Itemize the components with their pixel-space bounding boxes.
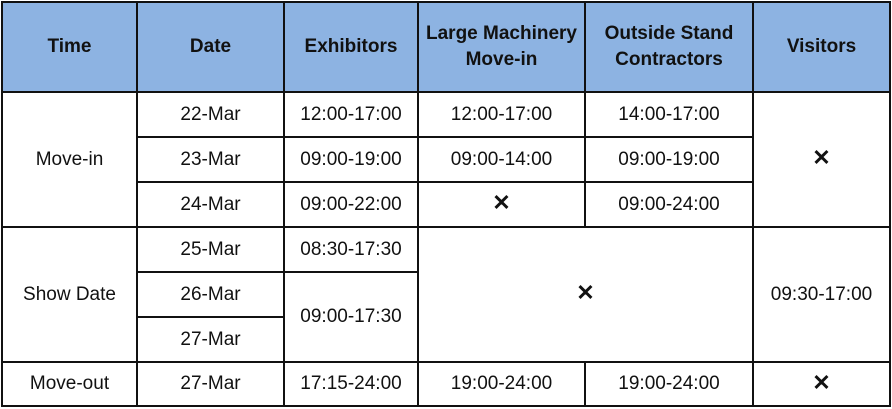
exhibitors-cell: 17:15-24:00	[283, 361, 419, 407]
table-row: 23-Mar 09:00-19:00 09:00-14:00 09:00-19:…	[2, 136, 890, 183]
move-in-label: Move-in	[1, 91, 138, 228]
table-row: Move-out 27-Mar 17:15-24:00 19:00-24:00 …	[1, 361, 891, 407]
outside-stand-cell: 14:00-17:00	[584, 91, 754, 138]
header-time: Time	[1, 1, 138, 93]
exhibitors-cell: 09:00-19:00	[283, 136, 419, 183]
large-machinery-cell: 09:00-14:00	[417, 136, 586, 183]
date-cell: 25-Mar	[136, 226, 285, 273]
date-cell: 23-Mar	[136, 136, 285, 183]
header-large-machinery: Large Machinery Move-in	[417, 1, 586, 93]
move-out-label: Move-out	[1, 361, 138, 407]
cross-icon: ✕	[812, 145, 831, 170]
outside-stand-cell: 09:00-19:00	[584, 136, 754, 183]
large-machinery-cell: 19:00-24:00	[417, 361, 586, 407]
show-date-machinery-contractors-cell: ✕	[417, 226, 754, 363]
exhibitors-cell: 08:30-17:30	[283, 226, 419, 273]
move-out-visitors-cell: ✕	[752, 361, 891, 407]
table-row: 26-Mar 09:00-17:30	[2, 271, 890, 363]
table-row: Move-in 22-Mar 12:00-17:00 12:00-17:00 1…	[1, 91, 891, 228]
show-date-label: Show Date	[1, 226, 138, 363]
date-cell: 27-Mar	[136, 316, 285, 363]
exhibitors-cell: 12:00-17:00	[283, 91, 419, 138]
exhibitors-cell: 09:00-22:00	[283, 181, 419, 228]
date-cell: 26-Mar	[136, 271, 285, 318]
header-outside-stand: Outside Stand Contractors	[584, 1, 754, 93]
header-exhibitors: Exhibitors	[283, 1, 419, 93]
outside-stand-cell: 19:00-24:00	[584, 361, 754, 407]
date-cell: 24-Mar	[136, 181, 285, 228]
header-row: Time Date Exhibitors Large Machinery Mov…	[1, 1, 891, 93]
table-row: 27-Mar	[2, 316, 890, 363]
header-date: Date	[136, 1, 285, 93]
date-cell: 27-Mar	[136, 361, 285, 407]
table-row: Show Date 25-Mar 08:30-17:30 ✕ 09:30-17:…	[1, 226, 891, 363]
outside-stand-cell: 09:00-24:00	[584, 181, 754, 228]
cross-icon: ✕	[576, 280, 595, 305]
move-in-visitors-cell: ✕	[752, 91, 891, 228]
large-machinery-cell: 12:00-17:00	[417, 91, 586, 138]
exhibitors-cell: 09:00-17:30	[283, 271, 419, 363]
show-date-visitors-cell: 09:30-17:00	[752, 226, 891, 363]
table-row: 24-Mar 09:00-22:00 ✕ 09:00-24:00	[2, 181, 890, 228]
large-machinery-cell: ✕	[417, 181, 586, 228]
cross-icon: ✕	[492, 190, 511, 215]
header-visitors: Visitors	[752, 1, 891, 93]
cross-icon: ✕	[812, 369, 831, 395]
date-cell: 22-Mar	[136, 91, 285, 138]
